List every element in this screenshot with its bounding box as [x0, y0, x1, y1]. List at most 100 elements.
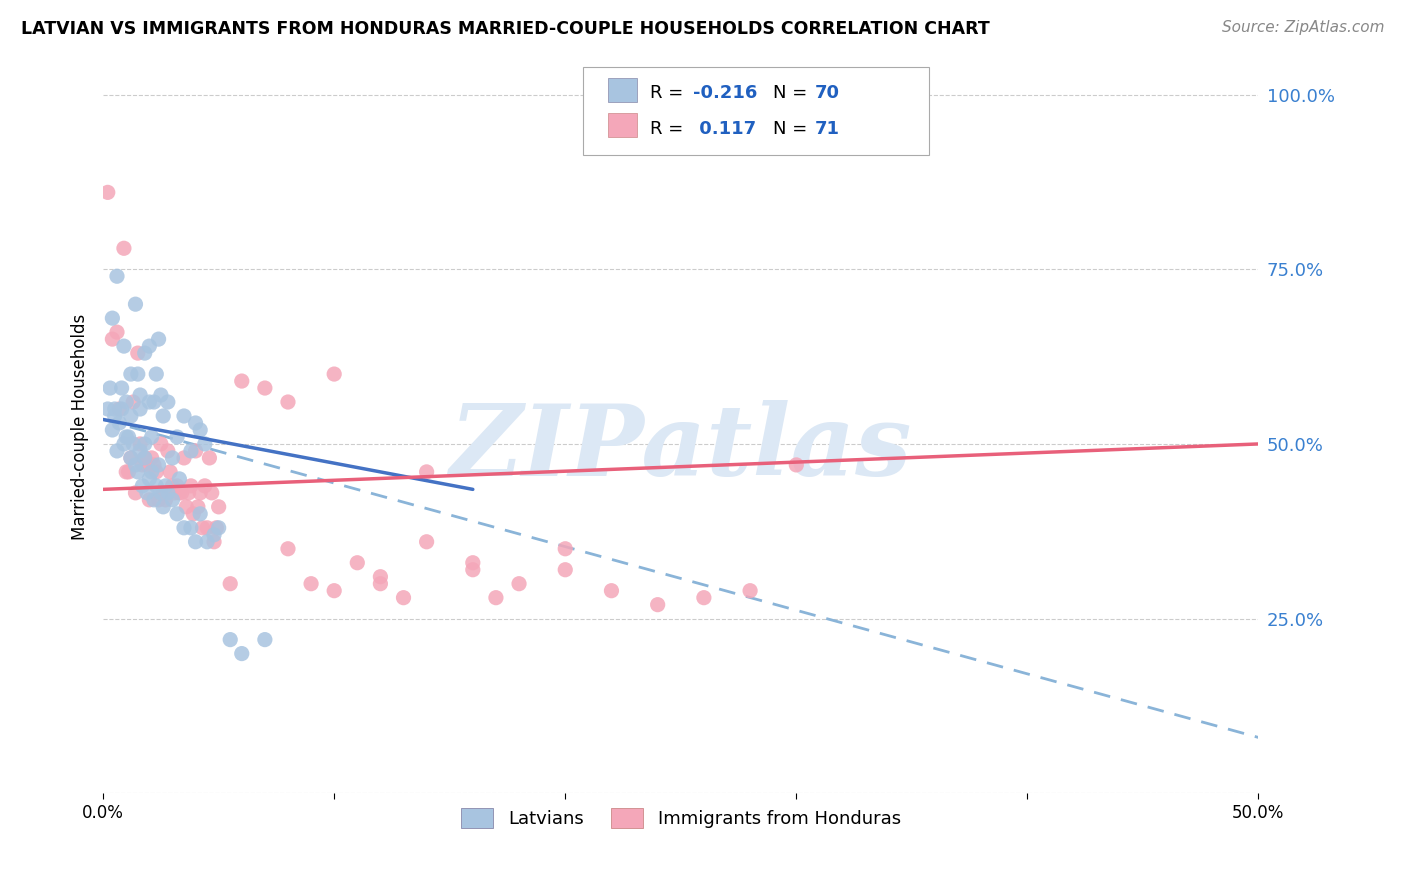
FancyBboxPatch shape [607, 78, 637, 103]
Point [194, 437, 217, 451]
Point [370, 576, 392, 591]
Point [166, 507, 188, 521]
Point [461, 563, 484, 577]
Point [323, 367, 346, 381]
Point [120, 367, 142, 381]
Point [138, 492, 160, 507]
Text: 0.117: 0.117 [693, 120, 756, 137]
Point [115, 465, 138, 479]
Point [195, 521, 218, 535]
Point [299, 576, 322, 591]
Point [155, 479, 177, 493]
Point [159, 465, 181, 479]
Point [600, 583, 623, 598]
Point [415, 534, 437, 549]
Point [115, 430, 138, 444]
Point [101, 332, 124, 346]
Point [108, 402, 131, 417]
Point [148, 458, 170, 472]
Point [117, 465, 139, 479]
Point [693, 591, 716, 605]
Point [145, 479, 167, 493]
Text: 71: 71 [815, 120, 839, 137]
Point [131, 479, 153, 493]
Point [184, 444, 207, 458]
Point [508, 576, 530, 591]
Point [191, 521, 214, 535]
Point [141, 430, 163, 444]
Point [162, 450, 184, 465]
Point [149, 486, 172, 500]
Point [134, 346, 156, 360]
Point [277, 541, 299, 556]
Point [143, 395, 166, 409]
Point [162, 492, 184, 507]
Point [129, 402, 152, 417]
Point [152, 409, 174, 423]
Text: LATVIAN VS IMMIGRANTS FROM HONDURAS MARRIED-COUPLE HOUSEHOLDS CORRELATION CHART: LATVIAN VS IMMIGRANTS FROM HONDURAS MARR… [21, 20, 990, 37]
Point [231, 374, 253, 388]
Point [122, 395, 145, 409]
Point [173, 409, 195, 423]
Point [169, 486, 191, 500]
Point [198, 450, 221, 465]
Point [177, 486, 200, 500]
Point [277, 395, 299, 409]
Point [163, 486, 186, 500]
Point [110, 402, 132, 417]
Point [148, 332, 170, 346]
Point [173, 521, 195, 535]
Point [253, 381, 276, 395]
Point [127, 367, 149, 381]
Point [97, 402, 120, 417]
Point [143, 458, 166, 472]
Text: -0.216: -0.216 [693, 85, 758, 103]
FancyBboxPatch shape [607, 112, 637, 136]
Point [127, 465, 149, 479]
Text: N =: N = [773, 120, 813, 137]
Point [105, 325, 128, 339]
Point [738, 583, 761, 598]
Point [152, 500, 174, 514]
Point [173, 450, 195, 465]
Text: ZIPatlas: ZIPatlas [450, 401, 912, 497]
Point [184, 534, 207, 549]
Point [180, 521, 202, 535]
Point [120, 409, 142, 423]
Point [127, 346, 149, 360]
Point [180, 444, 202, 458]
Point [208, 521, 231, 535]
Point [785, 458, 807, 472]
Point [205, 521, 228, 535]
Point [188, 423, 211, 437]
Point [184, 416, 207, 430]
Point [169, 472, 191, 486]
Point [104, 409, 127, 423]
Point [120, 450, 142, 465]
Point [323, 583, 346, 598]
Point [98, 381, 121, 395]
Point [138, 339, 160, 353]
Point [148, 492, 170, 507]
Point [194, 479, 217, 493]
Point [485, 591, 508, 605]
Point [647, 598, 669, 612]
Point [134, 450, 156, 465]
Y-axis label: Married-couple Households: Married-couple Households [72, 313, 89, 540]
Point [141, 465, 163, 479]
Point [120, 450, 142, 465]
Point [392, 591, 415, 605]
Point [112, 241, 135, 255]
Point [219, 632, 242, 647]
Point [166, 479, 188, 493]
Point [208, 500, 231, 514]
Point [115, 395, 138, 409]
Point [461, 556, 484, 570]
Point [152, 486, 174, 500]
Point [415, 465, 437, 479]
Point [170, 486, 193, 500]
Point [370, 570, 392, 584]
Point [162, 479, 184, 493]
Point [145, 367, 167, 381]
Point [110, 381, 132, 395]
